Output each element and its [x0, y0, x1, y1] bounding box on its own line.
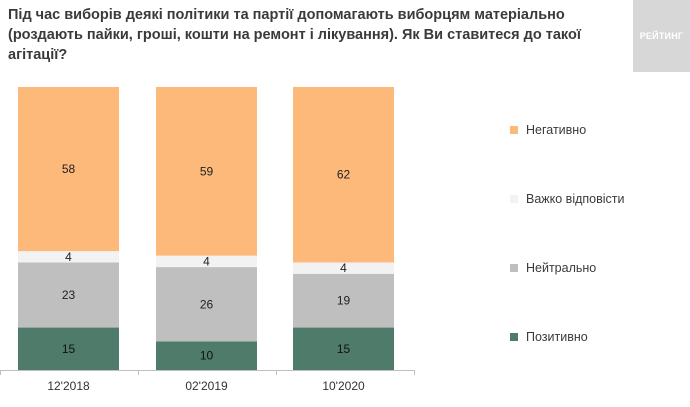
legend-item-важко-відповісти: Важко відповісти — [510, 192, 625, 206]
legend-swatch — [510, 264, 518, 272]
legend-item-нейтрально: Нейтрально — [510, 261, 596, 275]
bar-segment-позитивно-2 — [293, 327, 394, 370]
bar-segment-важко-відповісти-2 — [293, 262, 394, 274]
data-label: 59 — [200, 164, 214, 178]
legend-item-позитивно: Позитивно — [510, 330, 588, 344]
category-label: 10'2020 — [322, 379, 365, 393]
bar-segment-негативно-1 — [156, 87, 257, 256]
data-label: 19 — [337, 294, 351, 308]
legend-label: Важко відповісти — [526, 192, 625, 206]
data-label: 10 — [200, 349, 214, 363]
category-label: 02'2019 — [185, 379, 228, 393]
legend-label: Нейтрально — [526, 261, 597, 275]
bar-segment-позитивно-1 — [156, 341, 257, 370]
legend-swatch — [510, 126, 518, 134]
brand-logo: РЕЙТИНГ — [633, 0, 690, 72]
bar-segment-негативно-0 — [18, 87, 119, 252]
legend-swatch — [510, 333, 518, 341]
bar-segment-нейтрально-1 — [156, 267, 257, 342]
bar-segment-позитивно-0 — [18, 327, 119, 370]
category-label: 12'2018 — [47, 379, 90, 393]
data-label: 4 — [65, 250, 72, 264]
bar-segment-важко-відповісти-0 — [18, 251, 119, 263]
data-label: 23 — [62, 288, 76, 302]
data-label: 15 — [337, 342, 351, 356]
data-label: 4 — [340, 261, 347, 275]
bar-segment-нейтрально-0 — [18, 262, 119, 328]
data-label: 58 — [62, 162, 76, 176]
legend-item-негативно: Негативно — [510, 123, 586, 137]
bar-segment-негативно-2 — [293, 87, 394, 263]
legend-label: Негативно — [526, 123, 587, 137]
chart-title: Під час виборів деякі політики та партії… — [8, 7, 581, 63]
brand-logo-text: РЕЙТИНГ — [639, 31, 684, 41]
legend-label: Позитивно — [526, 330, 588, 344]
bar-segment-нейтрально-2 — [293, 273, 394, 328]
data-label: 4 — [203, 254, 210, 268]
data-label: 15 — [62, 342, 76, 356]
data-label: 62 — [337, 168, 351, 182]
legend-swatch — [510, 195, 518, 203]
data-label: 26 — [200, 297, 214, 311]
bar-segment-важко-відповісти-1 — [156, 255, 257, 268]
